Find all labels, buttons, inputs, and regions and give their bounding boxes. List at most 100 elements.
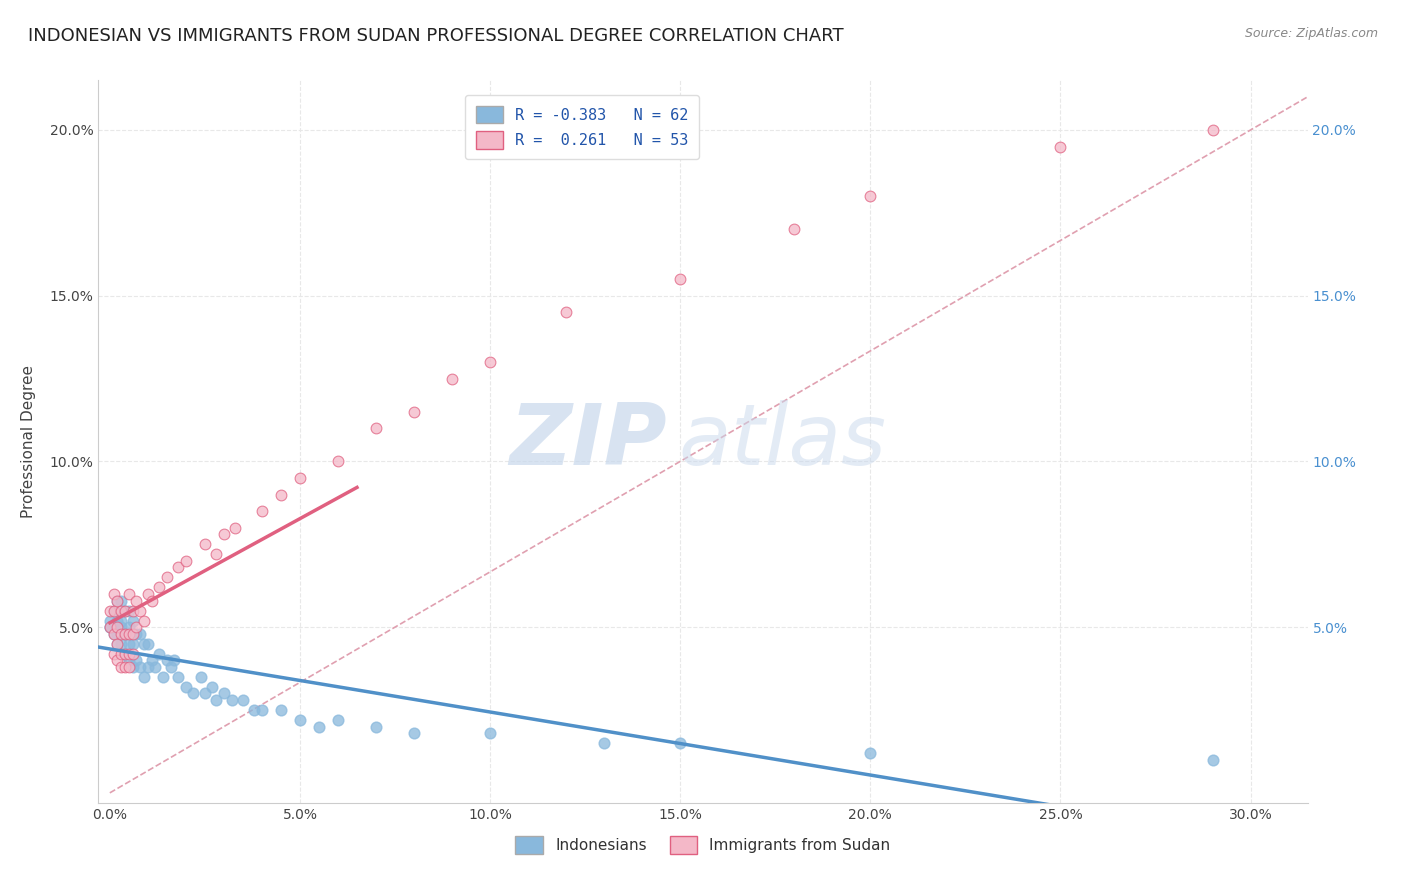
Point xyxy=(118,660,141,674)
Point xyxy=(190,670,212,684)
Point xyxy=(110,660,132,674)
Point xyxy=(288,471,311,485)
Point xyxy=(402,405,425,419)
Text: Source: ZipAtlas.com: Source: ZipAtlas.com xyxy=(1244,27,1378,40)
Point xyxy=(110,593,132,607)
Point xyxy=(183,686,205,700)
Point xyxy=(118,587,141,601)
Point xyxy=(129,627,152,641)
Point xyxy=(402,726,425,740)
Point xyxy=(114,603,136,617)
Point xyxy=(859,746,882,760)
Point xyxy=(250,703,273,717)
Point xyxy=(167,670,190,684)
Point xyxy=(194,686,217,700)
Point xyxy=(118,627,141,641)
Point xyxy=(148,647,170,661)
Point xyxy=(110,627,132,641)
Point xyxy=(110,620,132,634)
Point xyxy=(1201,123,1223,137)
Point xyxy=(125,627,148,641)
Point xyxy=(98,620,121,634)
Point xyxy=(159,660,181,674)
Point xyxy=(212,527,235,541)
Point xyxy=(121,614,143,628)
Point xyxy=(479,726,502,740)
Point xyxy=(114,627,136,641)
Point xyxy=(121,603,143,617)
Point xyxy=(224,521,246,535)
Point xyxy=(669,736,692,750)
Point xyxy=(132,614,155,628)
Point xyxy=(326,713,349,727)
Point xyxy=(212,686,235,700)
Point xyxy=(118,603,141,617)
Point xyxy=(859,189,882,203)
Point xyxy=(110,603,132,617)
Y-axis label: Professional Degree: Professional Degree xyxy=(21,365,35,518)
Point xyxy=(1201,753,1223,767)
Point xyxy=(114,603,136,617)
Point xyxy=(121,660,143,674)
Point xyxy=(152,670,174,684)
Point xyxy=(98,603,121,617)
Point xyxy=(103,603,125,617)
Point xyxy=(136,587,159,601)
Point xyxy=(148,580,170,594)
Point xyxy=(136,660,159,674)
Point xyxy=(555,305,578,319)
Point xyxy=(194,537,217,551)
Point xyxy=(118,653,141,667)
Point xyxy=(114,660,136,674)
Point xyxy=(107,614,129,628)
Point xyxy=(125,593,148,607)
Point xyxy=(174,554,197,568)
Point xyxy=(107,620,129,634)
Point xyxy=(121,637,143,651)
Point xyxy=(103,627,125,641)
Point xyxy=(103,587,125,601)
Point xyxy=(98,620,121,634)
Point xyxy=(110,614,132,628)
Point xyxy=(114,627,136,641)
Point xyxy=(167,560,190,574)
Point xyxy=(118,637,141,651)
Point xyxy=(110,637,132,651)
Point xyxy=(107,593,129,607)
Point xyxy=(103,603,125,617)
Text: atlas: atlas xyxy=(679,400,887,483)
Point xyxy=(270,487,292,501)
Point xyxy=(136,637,159,651)
Point xyxy=(205,693,228,707)
Point xyxy=(118,620,141,634)
Point xyxy=(232,693,254,707)
Point xyxy=(364,421,387,435)
Point xyxy=(308,720,330,734)
Text: INDONESIAN VS IMMIGRANTS FROM SUDAN PROFESSIONAL DEGREE CORRELATION CHART: INDONESIAN VS IMMIGRANTS FROM SUDAN PROF… xyxy=(28,27,844,45)
Point xyxy=(326,454,349,468)
Point xyxy=(270,703,292,717)
Point xyxy=(129,603,152,617)
Point xyxy=(441,371,464,385)
Point xyxy=(288,713,311,727)
Point xyxy=(205,547,228,561)
Point xyxy=(783,222,806,236)
Point xyxy=(156,653,179,667)
Point xyxy=(114,647,136,661)
Point xyxy=(98,620,121,634)
Point xyxy=(163,653,186,667)
Point xyxy=(156,570,179,584)
Point xyxy=(107,637,129,651)
Text: ZIP: ZIP xyxy=(509,400,666,483)
Point xyxy=(118,647,141,661)
Point xyxy=(125,620,148,634)
Point xyxy=(132,637,155,651)
Point xyxy=(364,720,387,734)
Point xyxy=(129,660,152,674)
Legend: Indonesians, Immigrants from Sudan: Indonesians, Immigrants from Sudan xyxy=(509,830,897,860)
Point xyxy=(107,627,129,641)
Point xyxy=(145,660,167,674)
Point xyxy=(250,504,273,518)
Point xyxy=(243,703,266,717)
Point xyxy=(103,627,125,641)
